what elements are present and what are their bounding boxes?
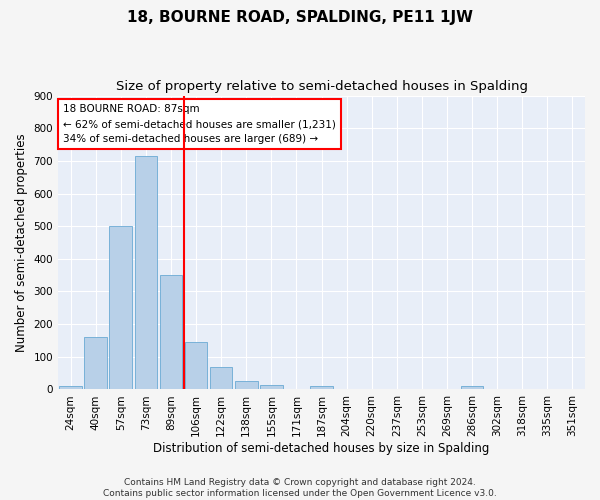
Bar xyxy=(310,386,333,390)
Bar xyxy=(160,275,182,390)
Bar xyxy=(235,382,257,390)
Text: 18, BOURNE ROAD, SPALDING, PE11 1JW: 18, BOURNE ROAD, SPALDING, PE11 1JW xyxy=(127,10,473,25)
Y-axis label: Number of semi-detached properties: Number of semi-detached properties xyxy=(15,133,28,352)
Bar xyxy=(461,386,484,390)
Bar xyxy=(109,226,132,390)
Text: Contains HM Land Registry data © Crown copyright and database right 2024.
Contai: Contains HM Land Registry data © Crown c… xyxy=(103,478,497,498)
Text: 18 BOURNE ROAD: 87sqm
← 62% of semi-detached houses are smaller (1,231)
34% of s: 18 BOURNE ROAD: 87sqm ← 62% of semi-deta… xyxy=(64,104,336,144)
Bar xyxy=(85,337,107,390)
Bar xyxy=(260,384,283,390)
Title: Size of property relative to semi-detached houses in Spalding: Size of property relative to semi-detach… xyxy=(116,80,527,93)
Bar xyxy=(210,366,232,390)
X-axis label: Distribution of semi-detached houses by size in Spalding: Distribution of semi-detached houses by … xyxy=(154,442,490,455)
Bar xyxy=(134,156,157,390)
Bar xyxy=(185,342,208,390)
Bar xyxy=(59,386,82,390)
